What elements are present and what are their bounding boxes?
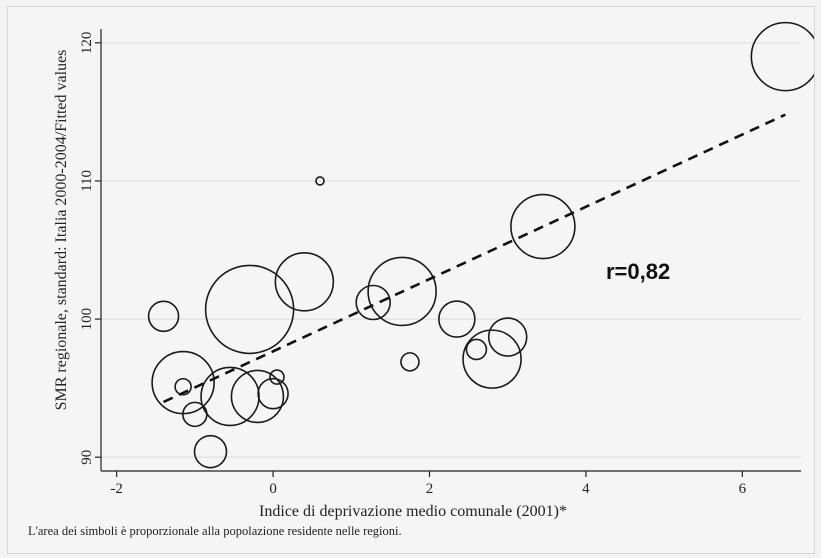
x-axis-title: Indice di deprivazione medio comunale (2…	[259, 503, 567, 520]
x-tick-label: 6	[739, 481, 747, 497]
fitted-line	[163, 113, 786, 404]
y-tick-label: 100	[79, 308, 95, 331]
bubble-point	[510, 193, 576, 260]
bubble-point	[750, 21, 814, 92]
x-tick-label: 0	[269, 481, 277, 497]
bubble-point	[487, 317, 528, 357]
bubble-point	[355, 284, 391, 321]
bubble-point	[269, 369, 285, 385]
bubble-point	[147, 300, 180, 333]
bubble-point	[465, 338, 488, 361]
data-points	[147, 21, 814, 469]
axes	[95, 29, 801, 477]
x-tick-label: 4	[582, 481, 590, 497]
footnote: L'area dei simboli è proporzionale alla …	[28, 524, 402, 538]
bubble-point	[257, 377, 289, 410]
bubble-point	[193, 434, 228, 469]
grid-lines	[101, 42, 801, 458]
y-axis-title: SMR regionale, standard: Italia 2000-200…	[53, 50, 70, 411]
x-tick-label: 2	[426, 481, 434, 497]
y-tick-label: 90	[79, 450, 95, 465]
correlation-annotation: r=0,82	[606, 259, 670, 284]
bubble-point	[315, 176, 325, 186]
bubble-point	[400, 352, 420, 372]
bubble-point	[438, 300, 476, 338]
scatter-chart: 90 100 110 120 -2 0 2 4 6 Indice di deprivazione…	[28, 21, 814, 538]
bubble-point	[200, 366, 260, 427]
bubble-point	[274, 251, 335, 312]
x-tick-label: -2	[110, 481, 123, 497]
bubble-point	[230, 369, 285, 424]
y-tick-label: 110	[79, 170, 95, 192]
bubble-point	[462, 329, 522, 389]
y-tick-label: 120	[79, 32, 95, 55]
tick-labels: 90 100 110 120 -2 0 2 4 6	[79, 32, 747, 497]
bubble-point	[182, 401, 208, 428]
bubble-point	[367, 256, 437, 327]
bubble-point	[174, 377, 192, 396]
bubble-point	[204, 264, 295, 355]
chart-frame: 90 100 110 120 -2 0 2 4 6 Indice di deprivazione…	[7, 6, 815, 554]
fitted-values-line	[163, 113, 786, 404]
